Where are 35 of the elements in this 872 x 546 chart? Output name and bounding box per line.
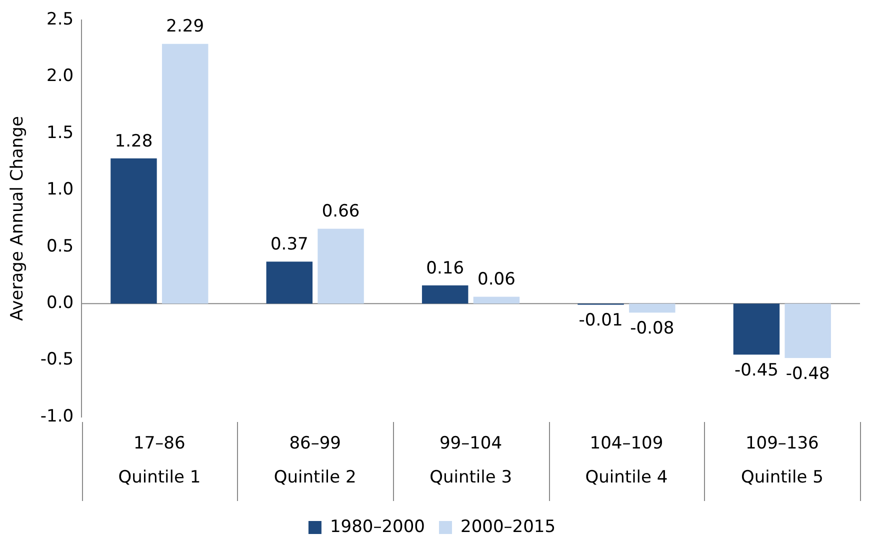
y-tick-label: -1.0 — [40, 406, 74, 426]
bar — [162, 44, 208, 304]
x-tick-label: 86–99 Quintile 2 — [274, 433, 356, 488]
bar — [733, 304, 780, 355]
data-label: -0.45 — [734, 360, 778, 381]
bar — [266, 262, 313, 304]
y-tick-label: 0.5 — [46, 236, 74, 256]
data-label: 2.29 — [166, 16, 204, 37]
data-label: -0.08 — [630, 318, 674, 339]
data-label: -0.01 — [578, 310, 623, 331]
data-label: 1.28 — [114, 131, 153, 152]
data-label: 0.66 — [322, 202, 360, 222]
data-label: 0.06 — [478, 270, 516, 290]
legend-label: 2000–2015 — [460, 516, 556, 537]
bar — [110, 158, 157, 304]
y-axis-title: Average Annual Change — [8, 116, 28, 321]
data-label: 0.37 — [270, 234, 308, 255]
bar — [422, 285, 468, 304]
y-tick-label: 2.0 — [46, 66, 74, 86]
bar — [318, 228, 364, 304]
x-tick-label: 99–104 Quintile 3 — [430, 433, 512, 488]
legend-label: 1980–2000 — [330, 516, 426, 537]
y-tick-label: -0.5 — [40, 350, 74, 370]
y-tick-label: 2.5 — [46, 9, 74, 30]
y-tick-label: 0.0 — [46, 292, 74, 313]
bar — [629, 304, 676, 313]
data-label: 0.16 — [426, 258, 464, 278]
x-tick-label: 17–86 Quintile 1 — [118, 433, 201, 488]
bar — [784, 304, 831, 358]
x-tick-label: 104–109 Quintile 4 — [585, 433, 668, 488]
data-label: -0.48 — [786, 364, 830, 384]
y-tick-label: 1.5 — [46, 122, 74, 143]
y-tick-label: 1.0 — [46, 180, 74, 200]
bar — [473, 296, 520, 304]
x-tick-label: 109–136 Quintile 5 — [740, 433, 824, 488]
